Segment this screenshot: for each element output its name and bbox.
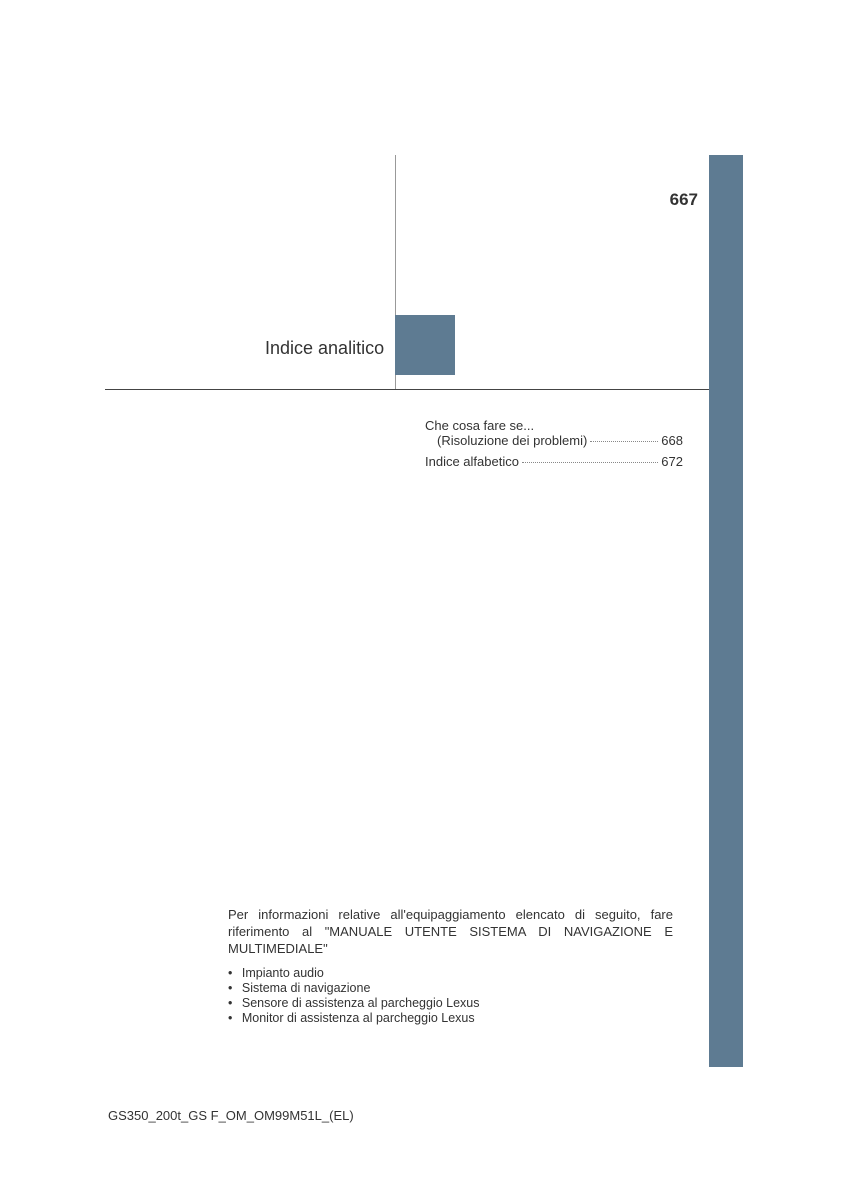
toc-entry-sublabel: (Risoluzione dei problemi) <box>437 433 587 448</box>
info-list-item: Sensore di assistenza al parcheggio Lexu… <box>228 996 673 1010</box>
section-title: Indice analitico <box>265 338 384 359</box>
horizontal-divider <box>105 389 709 390</box>
info-list-item: Impianto audio <box>228 966 673 980</box>
table-of-contents: Che cosa fare se... (Risoluzione dei pro… <box>425 418 683 471</box>
info-list-item: Monitor di assistenza al parcheggio Lexu… <box>228 1011 673 1025</box>
footer-document-code: GS350_200t_GS F_OM_OM99M51L_(EL) <box>108 1108 354 1123</box>
info-list: Impianto audio Sistema di navigazione Se… <box>228 966 673 1025</box>
info-block: Per informazioni relative all'equipaggia… <box>228 907 673 1026</box>
toc-entry-label: Che cosa fare se... <box>425 418 683 433</box>
title-accent-block <box>395 315 455 375</box>
toc-entry-page: 672 <box>661 454 683 469</box>
info-list-item: Sistema di navigazione <box>228 981 673 995</box>
toc-entry-page: 668 <box>661 433 683 448</box>
toc-dots <box>590 441 658 442</box>
side-tab-bar <box>709 155 743 1067</box>
toc-dots <box>522 462 658 463</box>
info-text: Per informazioni relative all'equipaggia… <box>228 907 673 958</box>
page-number: 667 <box>670 190 698 210</box>
toc-entry: Che cosa fare se... (Risoluzione dei pro… <box>425 418 683 448</box>
toc-entry-label: Indice alfabetico <box>425 454 519 469</box>
toc-entry: Indice alfabetico 672 <box>425 454 683 469</box>
